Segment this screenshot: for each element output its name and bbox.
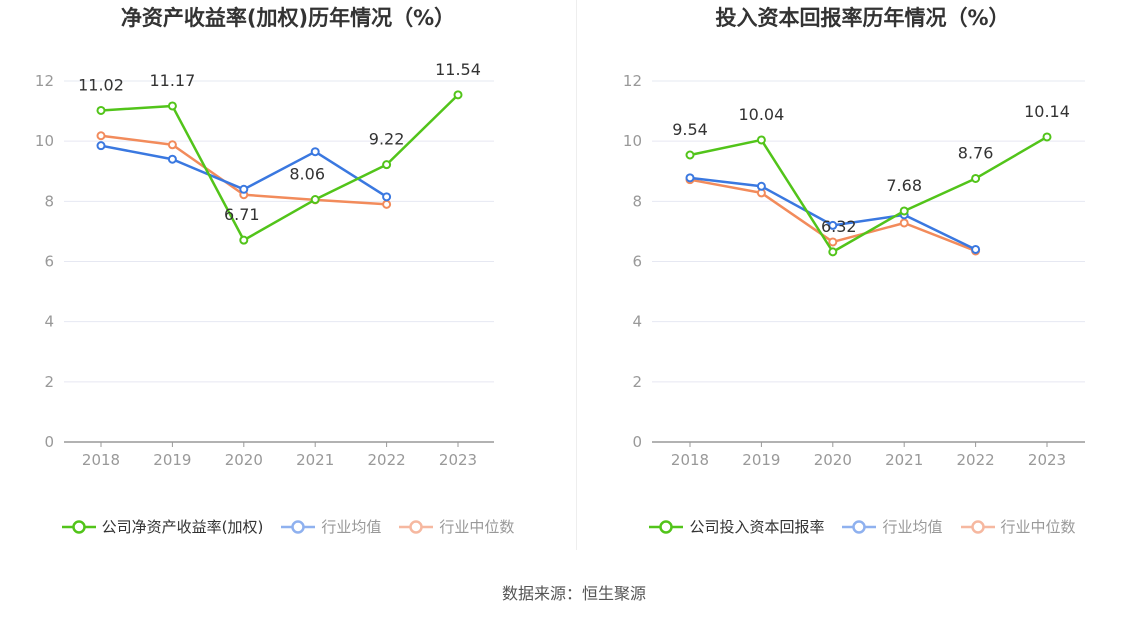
y-tick-label: 2 <box>632 373 642 391</box>
roic-chart-legend: 公司投入资本回报率 行业均值 行业中位数 <box>577 516 1148 537</box>
data-point-avg[interactable] <box>756 181 766 191</box>
data-point-company[interactable] <box>828 247 838 257</box>
data-point-company[interactable] <box>382 160 392 170</box>
data-point-avg[interactable] <box>96 141 106 151</box>
data-label: 8.06 <box>289 165 325 184</box>
roe-chart-legend: 公司净资产收益率(加权) 行业均值 行业中位数 <box>0 516 576 537</box>
data-label: 6.71 <box>224 205 260 224</box>
data-point-company[interactable] <box>96 105 106 115</box>
legend-label-median-roic: 行业中位数 <box>1000 518 1076 536</box>
y-tick-label: 6 <box>632 253 642 271</box>
y-tick-label: 12 <box>623 72 642 90</box>
legend-item-company-roe[interactable]: 公司净资产收益率(加权) <box>61 516 264 537</box>
legend-marker-company <box>61 519 96 534</box>
data-label: 6.32 <box>821 217 857 236</box>
data-label: 11.02 <box>78 75 124 94</box>
legend-label-median-roe: 行业中位数 <box>439 518 515 536</box>
data-point-company[interactable] <box>453 90 463 100</box>
x-tick-label: 2019 <box>742 451 780 469</box>
data-label: 9.22 <box>369 130 405 149</box>
legend-item-company-roic[interactable]: 公司投入资本回报率 <box>649 516 824 537</box>
legend-label-avg-roic: 行业均值 <box>882 518 943 536</box>
data-label: 7.68 <box>886 176 922 195</box>
x-tick-label: 2021 <box>296 451 334 469</box>
y-tick-label: 2 <box>44 373 54 391</box>
y-tick-label: 8 <box>632 192 642 210</box>
data-point-avg[interactable] <box>828 220 838 230</box>
x-tick-label: 2022 <box>957 451 995 469</box>
legend-item-median-roic[interactable]: 行业中位数 <box>960 516 1076 537</box>
legend-item-avg-roe[interactable]: 行业均值 <box>281 516 381 537</box>
y-tick-label: 4 <box>632 313 642 331</box>
data-point-company[interactable] <box>899 206 909 216</box>
y-tick-label: 0 <box>44 433 54 451</box>
x-tick-label: 2020 <box>814 451 852 469</box>
y-tick-label: 8 <box>44 192 54 210</box>
data-point-company[interactable] <box>239 235 249 245</box>
legend-label-company-roe: 公司净资产收益率(加权) <box>101 518 264 536</box>
x-tick-label: 2022 <box>368 451 406 469</box>
roic-chart-plot: 0 2 4 6 8 10 12 2018 2019 2020 2021 2022 2023 9.54 10.… <box>623 72 1085 469</box>
x-tick-label: 2023 <box>439 451 477 469</box>
roic-chart-panel: 投入资本回报率历年情况（%） 0 2 4 6 8 10 12 2018 2019 2020 2021… <box>577 0 1148 560</box>
data-point-median[interactable] <box>828 237 838 247</box>
data-point-company[interactable] <box>310 195 320 205</box>
x-tick-label: 2021 <box>885 451 923 469</box>
legend-label-company-roic: 公司投入资本回报率 <box>689 518 825 536</box>
data-point-avg[interactable] <box>382 192 392 202</box>
x-tick-label: 2019 <box>153 451 191 469</box>
roic-chart-title: 投入资本回报率历年情况（%） <box>715 6 1010 30</box>
data-point-company[interactable] <box>756 135 766 145</box>
data-label: 11.54 <box>435 60 481 79</box>
y-tick-label: 10 <box>35 132 54 150</box>
panel-divider <box>576 0 577 550</box>
data-label: 8.76 <box>958 143 994 162</box>
series-line-company <box>689 135 1048 254</box>
legend-marker-avg <box>281 519 316 534</box>
x-tick-label: 2020 <box>225 451 263 469</box>
data-point-avg[interactable] <box>971 244 981 254</box>
data-point-avg[interactable] <box>167 154 177 164</box>
data-point-median[interactable] <box>899 218 909 228</box>
data-point-company[interactable] <box>971 173 981 183</box>
y-tick-label: 4 <box>44 313 54 331</box>
data-point-median[interactable] <box>96 131 106 141</box>
x-tick-label: 2018 <box>671 451 709 469</box>
data-point-median[interactable] <box>167 140 177 150</box>
y-tick-label: 10 <box>623 132 642 150</box>
x-tick-label: 2018 <box>82 451 120 469</box>
y-tick-label: 12 <box>35 72 54 90</box>
legend-marker-avg <box>842 519 877 534</box>
data-point-company[interactable] <box>167 101 177 111</box>
legend-marker-company <box>649 519 684 534</box>
roe-chart-plot: 0 2 4 6 8 10 12 2018 2019 2020 2021 2022 2023 11.02 11… <box>35 60 494 469</box>
data-label: 10.04 <box>738 105 784 124</box>
y-tick-label: 0 <box>632 433 642 451</box>
data-point-median[interactable] <box>382 199 392 209</box>
legend-label-avg-roe: 行业均值 <box>321 518 382 536</box>
data-label: 10.14 <box>1024 102 1070 121</box>
data-point-avg[interactable] <box>685 173 695 183</box>
data-point-avg[interactable] <box>310 147 320 157</box>
legend-marker-median <box>960 519 995 534</box>
data-label: 9.54 <box>672 120 708 139</box>
legend-marker-median <box>399 519 434 534</box>
legend-item-avg-roic[interactable]: 行业均值 <box>842 516 943 537</box>
data-source-note: 数据来源：恒生聚源 <box>501 584 646 603</box>
roe-chart-title: 净资产收益率(加权)历年情况（%） <box>120 6 456 30</box>
data-point-company[interactable] <box>685 150 695 160</box>
series-line-company <box>100 93 459 242</box>
roe-chart-panel: 净资产收益率(加权)历年情况（%） 0 2 4 6 8 10 12 2018 2019 2020 2… <box>0 0 576 560</box>
legend-item-median-roe[interactable]: 行业中位数 <box>399 516 514 537</box>
data-point-avg[interactable] <box>239 184 249 194</box>
data-label: 11.17 <box>149 71 195 90</box>
data-point-company[interactable] <box>1042 132 1052 142</box>
x-tick-label: 2023 <box>1028 451 1066 469</box>
y-tick-label: 6 <box>44 253 54 271</box>
